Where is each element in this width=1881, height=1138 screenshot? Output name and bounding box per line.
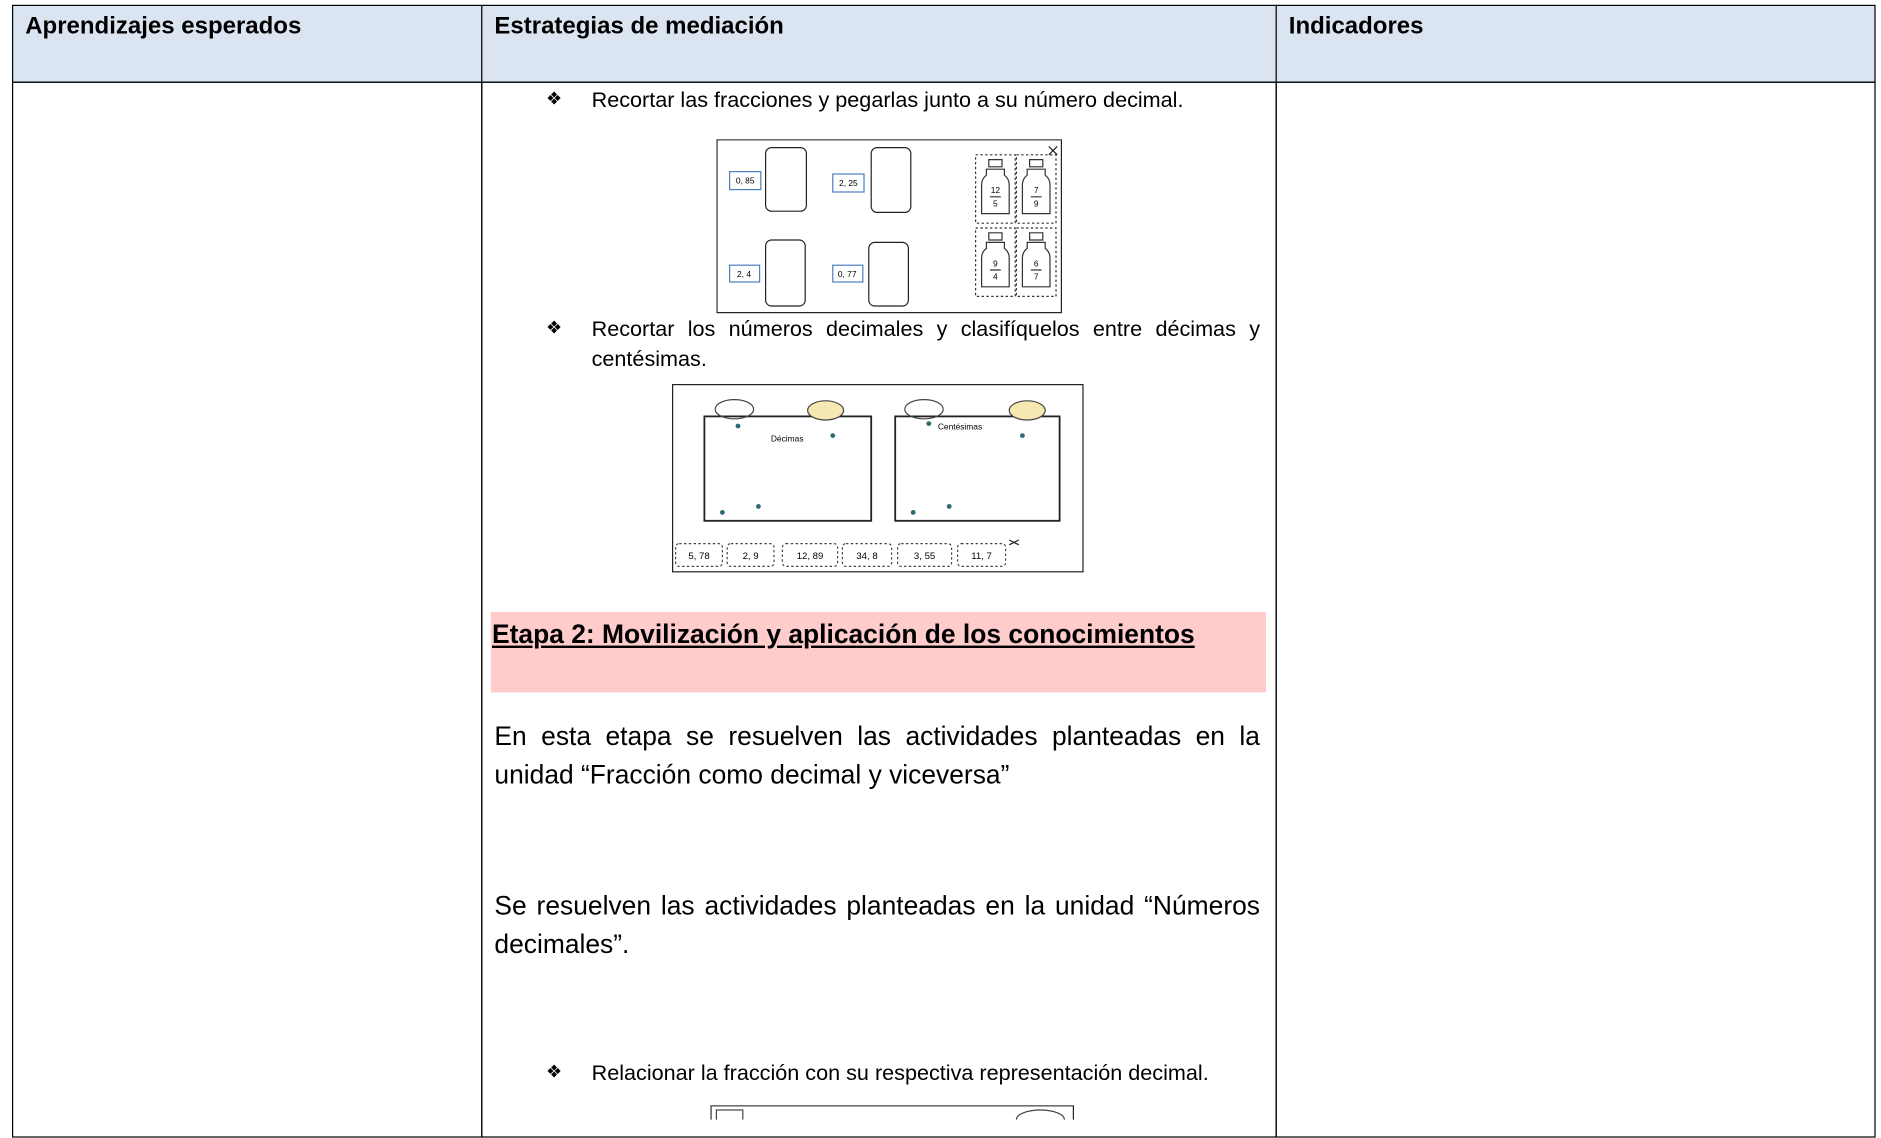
number-tile bbox=[957, 543, 1007, 568]
decor-dots bbox=[720, 421, 1025, 515]
slot bbox=[765, 147, 808, 212]
fraction-numerator: 9 bbox=[993, 258, 998, 268]
bullet-symbol: ❖ bbox=[546, 1062, 563, 1083]
bullet-symbol: ❖ bbox=[546, 88, 563, 110]
decimal-label: 0, 77 bbox=[838, 269, 857, 279]
fraction-denominator: 5 bbox=[993, 198, 998, 208]
paragraph: En esta etapa se resuelven las actividad… bbox=[494, 721, 1260, 790]
board-label: Décimas bbox=[771, 434, 804, 444]
label-box bbox=[832, 264, 864, 283]
cat-icons bbox=[714, 399, 1046, 421]
bullet-text: Recortar las fracciones y pegarlas junto… bbox=[591, 87, 1184, 112]
bottle-icon bbox=[1021, 232, 1051, 288]
fraction-denominator: 7 bbox=[1034, 272, 1039, 282]
label-box bbox=[832, 173, 865, 193]
slot bbox=[765, 239, 806, 307]
bullet-text: Recortar los números decimales y clasifí… bbox=[591, 316, 1260, 371]
bottle-icon bbox=[981, 232, 1010, 288]
number-tile bbox=[841, 543, 893, 568]
board bbox=[703, 415, 873, 522]
label-box bbox=[729, 171, 762, 191]
bullet-text: Relacionar la fracción con su respectiva… bbox=[591, 1060, 1209, 1085]
header-cell: Indicadores bbox=[1275, 4, 1876, 83]
decimal-label: 2, 25 bbox=[839, 178, 858, 188]
board bbox=[894, 415, 1061, 522]
header-text: Estrategias de mediación bbox=[494, 13, 784, 40]
number-label: 12, 89 bbox=[797, 551, 824, 562]
number-tile bbox=[675, 543, 724, 568]
slot bbox=[868, 241, 910, 307]
figure-fractions: 0, 85 2, 25 2, 4 0, 77 12 5 7 9 9 4 6 7 bbox=[716, 139, 1063, 314]
header-text: Indicadores bbox=[1288, 13, 1424, 40]
cut-cell bbox=[1015, 154, 1057, 224]
cut-cell bbox=[975, 154, 1016, 224]
bottle-icon bbox=[1021, 159, 1051, 215]
fraction-denominator: 4 bbox=[993, 272, 998, 282]
number-tile bbox=[897, 543, 953, 568]
number-label: 34, 8 bbox=[856, 551, 877, 562]
header-text: Aprendizajes esperados bbox=[25, 13, 302, 40]
fraction-numerator: 7 bbox=[1034, 185, 1039, 195]
number-label: 5, 78 bbox=[688, 551, 709, 562]
cut-cell bbox=[1015, 227, 1057, 298]
bullet-symbol: ❖ bbox=[546, 318, 563, 339]
stage-heading: Etapa 2: Movilización y aplicación de lo… bbox=[490, 612, 1266, 693]
figure-classify: Décimas Centésimas 5, 78 2, 9 12, 89 34, 8 3… bbox=[672, 384, 1084, 573]
decimal-label: 2, 4 bbox=[737, 269, 751, 279]
figure-detail bbox=[715, 1109, 744, 1120]
header-cell: Aprendizajes esperados bbox=[12, 4, 483, 83]
number-label: 11, 7 bbox=[971, 551, 992, 562]
body-cell bbox=[12, 81, 483, 1138]
paragraph: Se resuelven las actividades planteadas … bbox=[494, 890, 1260, 959]
fraction-denominator: 9 bbox=[1034, 198, 1039, 208]
board-label: Centésimas bbox=[938, 422, 982, 432]
fraction-numerator: 6 bbox=[1034, 258, 1039, 268]
bottle-icon bbox=[981, 159, 1010, 215]
scissors-icon bbox=[1008, 539, 1020, 546]
fraction-numerator: 12 bbox=[991, 185, 1001, 195]
cut-cell bbox=[975, 227, 1016, 298]
slot bbox=[870, 147, 912, 214]
scissors-icon bbox=[1048, 145, 1058, 156]
number-tile bbox=[726, 543, 775, 568]
figure-partial bbox=[710, 1105, 1075, 1120]
number-tile bbox=[781, 543, 839, 568]
number-label: 2, 9 bbox=[743, 551, 759, 562]
header-cell: Estrategias de mediación bbox=[481, 4, 1277, 83]
number-label: 3, 55 bbox=[914, 551, 935, 562]
label-box bbox=[729, 264, 761, 283]
decimal-label: 0, 85 bbox=[736, 176, 755, 186]
body-cell bbox=[1275, 81, 1876, 1138]
